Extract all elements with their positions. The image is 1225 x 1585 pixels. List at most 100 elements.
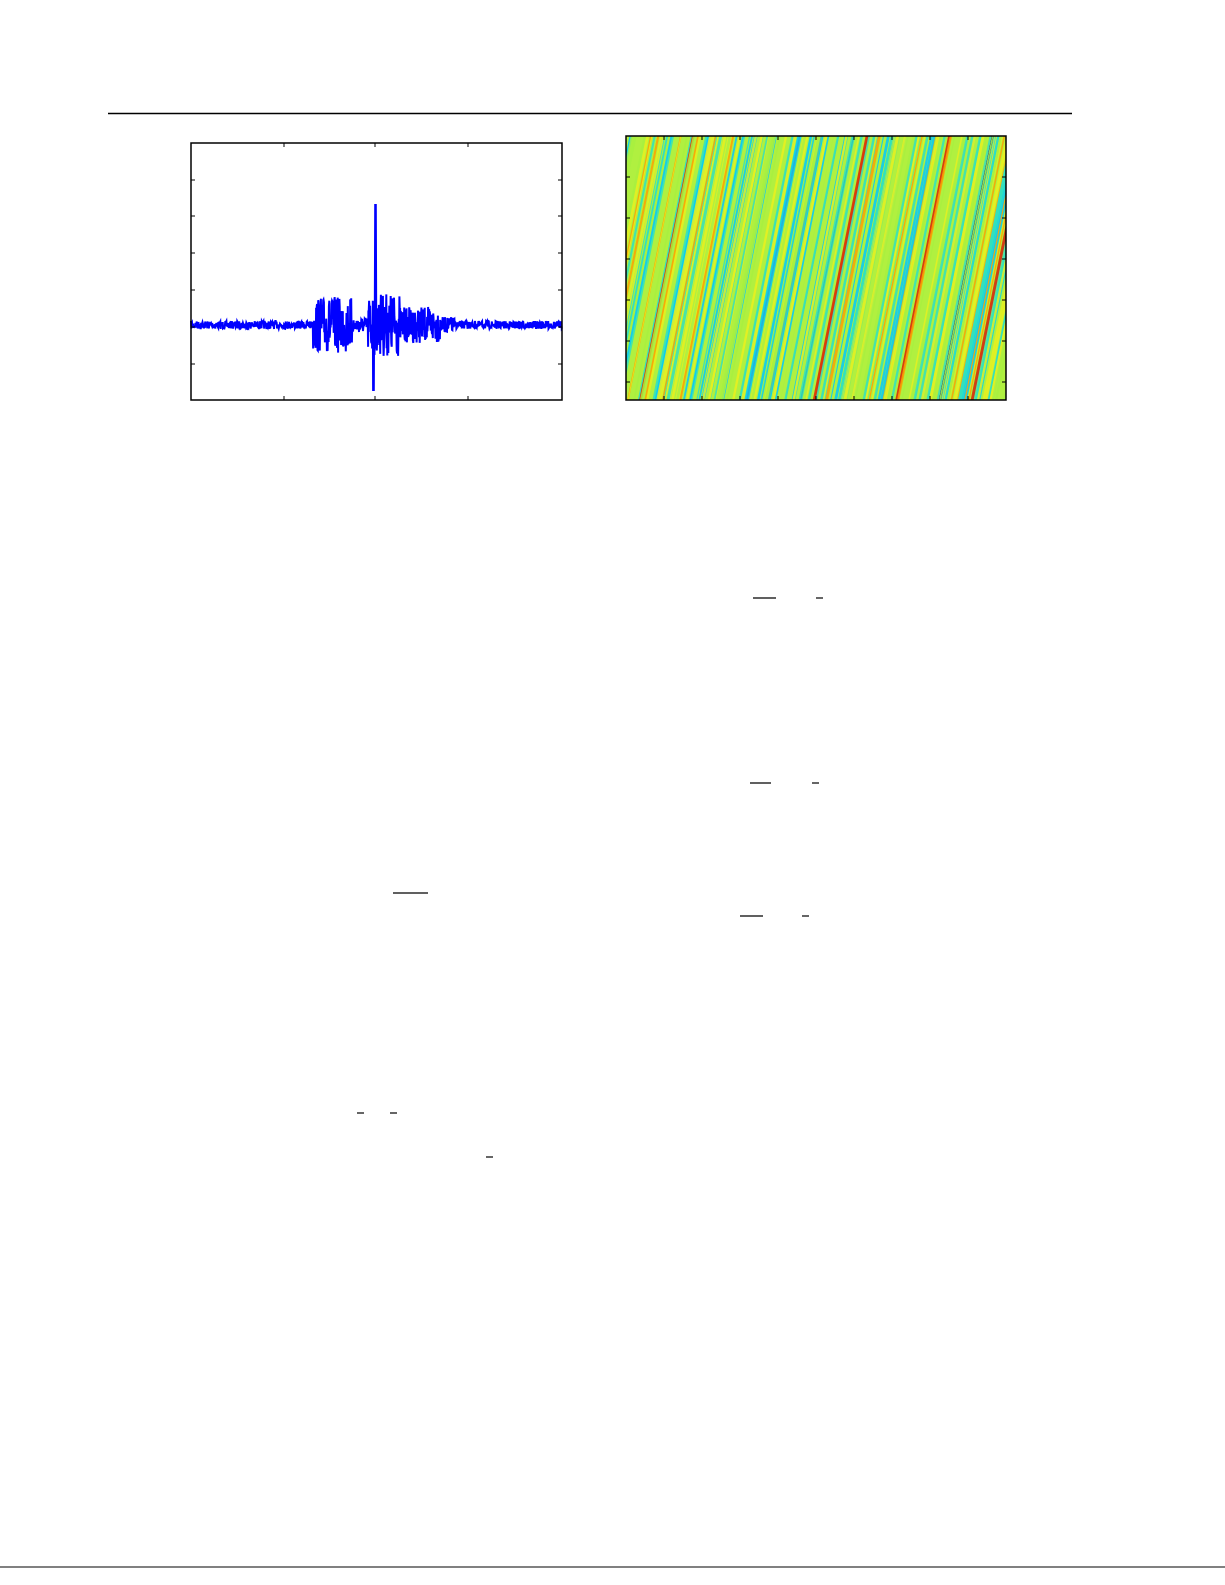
heatmap-stripe	[626, 136, 669, 348]
heatmap-stripe	[689, 136, 746, 400]
heatmap-stripe	[834, 136, 890, 400]
heatmap-stripe	[626, 136, 670, 356]
heatmap-stripe	[974, 239, 1006, 400]
heatmap-stripe	[841, 136, 896, 400]
heatmap-stripe	[947, 136, 1002, 400]
heatmap-stripe	[720, 136, 776, 400]
heatmap-stripe	[913, 136, 969, 400]
heatmap-stripe	[738, 136, 794, 400]
heatmap-stripe	[792, 136, 848, 400]
heatmap-stripe	[568, 136, 621, 400]
heatmap-stripe	[756, 136, 813, 400]
heatmap-stripe	[696, 136, 751, 400]
heatmap-stripe	[626, 136, 656, 285]
heatmap-stripe	[626, 136, 660, 303]
heatmap-stripe	[719, 136, 774, 400]
heatmap-stripe	[931, 136, 988, 400]
heatmap-stripe	[866, 136, 921, 400]
heatmap-stripes	[560, 136, 1074, 400]
heatmap-stripe	[679, 136, 735, 400]
heatmap-stripe	[626, 136, 673, 368]
heatmap-stripe	[949, 136, 1003, 400]
heatmap-stripe	[769, 136, 824, 400]
heatmap-stripe	[868, 136, 923, 400]
heatmap-stripe	[701, 136, 758, 400]
heatmap-stripe	[637, 136, 692, 400]
heatmap-stripe	[560, 136, 613, 400]
heatmap-stripe	[654, 136, 711, 400]
heatmap-stripe	[805, 136, 860, 400]
heatmap-stripe	[772, 136, 828, 400]
heatmap-stripe	[901, 136, 956, 400]
heatmap-stripe	[743, 136, 799, 400]
heatmap-stripe	[865, 136, 920, 400]
heatmap-stripe	[1021, 136, 1074, 400]
heatmap-stripe	[807, 136, 863, 400]
heatmap-stripe	[851, 136, 907, 400]
heatmap-stripe	[953, 136, 1006, 400]
heatmap-stripe	[965, 195, 1006, 400]
heatmap-stripe	[910, 136, 967, 400]
heatmap-stripe	[742, 136, 797, 400]
heatmap-stripe	[877, 136, 933, 400]
heatmap-stripe	[926, 136, 982, 400]
heatmap-stripe	[1013, 136, 1066, 400]
signal-series	[190, 204, 563, 391]
heatmap-stripe	[873, 136, 929, 400]
heatmap-stripe	[985, 295, 1006, 400]
heatmap-stripe	[652, 136, 709, 400]
heatmap-stripe	[626, 136, 649, 251]
heatmap-stripe	[895, 136, 952, 400]
heatmap-stripe	[663, 136, 718, 400]
heatmap-stripe	[659, 136, 715, 400]
heatmap-stripe	[1011, 136, 1064, 400]
heatmap-stripe	[897, 136, 953, 400]
heatmap-stripe	[800, 136, 856, 400]
heatmap-stripe	[683, 136, 738, 400]
heatmap-stripe	[838, 136, 893, 400]
heatmap-stripe	[723, 136, 777, 400]
heatmap-stripe	[854, 136, 909, 400]
heatmap-stripe	[970, 223, 1006, 400]
heatmap-stripe	[765, 136, 821, 400]
heatmap-stripe	[713, 136, 769, 400]
heatmap-stripe	[565, 136, 618, 400]
heatmap-stripe	[1020, 136, 1073, 400]
heatmap-stripe	[935, 136, 990, 400]
heatmap-stripe	[733, 136, 788, 400]
heatmap-stripe	[561, 136, 614, 400]
heatmap-stripe	[639, 136, 696, 400]
heatmap-stripe	[767, 136, 824, 400]
heatmap-stripe	[872, 136, 927, 400]
heatmap-stripe	[893, 136, 948, 400]
heatmap-stripe	[820, 136, 876, 400]
equation-fraction-bars	[357, 597, 823, 1158]
heatmap-ticks	[626, 136, 1006, 400]
heatmap-stripe	[830, 136, 885, 400]
heatmap-stripe	[764, 136, 818, 400]
heatmap-stripe	[843, 136, 900, 400]
heatmap-stripe	[944, 136, 1000, 400]
heatmap-stripe	[1010, 136, 1063, 400]
heatmap-stripe	[662, 136, 717, 400]
heatmap-stripe	[627, 136, 682, 400]
heatmap-stripe	[812, 136, 869, 400]
heatmap-stripe	[573, 136, 626, 400]
heatmap-stripe	[886, 136, 942, 400]
heatmap-stripe	[633, 136, 688, 400]
heatmap-stripe	[962, 180, 1006, 400]
heatmap-stripe	[963, 187, 1006, 400]
heatmap-stripe	[888, 136, 942, 400]
heatmap-stripe	[657, 136, 713, 400]
heatmap-stripe	[626, 136, 646, 236]
heatmap-stripe	[1012, 136, 1065, 400]
heatmap-stripe	[784, 136, 840, 400]
heatmap-stripe	[626, 136, 663, 317]
heatmap-stripe	[880, 136, 936, 400]
heatmap-stripe	[626, 136, 653, 269]
heatmap-stripe	[939, 136, 994, 400]
heatmap-stripe	[984, 293, 1006, 400]
heatmap-stripe	[645, 136, 702, 400]
heatmap-stripe	[918, 136, 974, 400]
heatmap-stripe	[942, 136, 997, 400]
